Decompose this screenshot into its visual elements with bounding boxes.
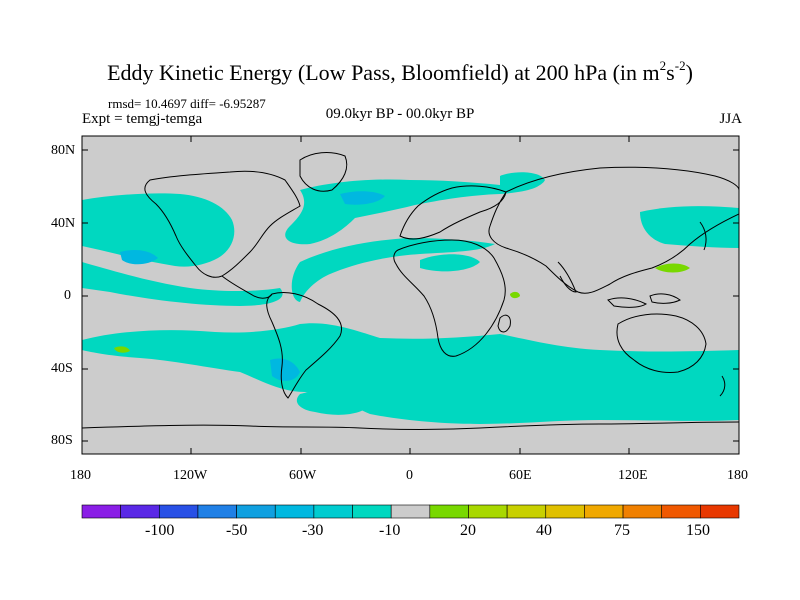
- colorbar-label: -30: [302, 522, 324, 539]
- colorbar-swatch: [81, 504, 121, 519]
- anomaly-region-east-pacific: [82, 262, 283, 306]
- coast-north-america: [144, 170, 301, 278]
- colorbar-swatch: [545, 504, 585, 519]
- axis-ticks: [81, 136, 740, 454]
- lon-tick-label: 180: [70, 468, 91, 483]
- coast-south-america: [266, 291, 342, 399]
- coast-antarctica: [82, 421, 739, 430]
- colorbar-swatch: [661, 504, 701, 519]
- lat-tick-label: 80S: [51, 433, 73, 448]
- lon-tick-label: 0: [406, 468, 413, 483]
- lat-tick-label: 40N: [51, 216, 76, 231]
- anomaly-core-atlantic: [340, 191, 385, 205]
- lon-tick-label: 60W: [289, 468, 317, 483]
- lat-tick-label: 40S: [51, 361, 73, 376]
- anomaly-region-subtropical-atlantic: [291, 238, 495, 302]
- anomaly-core-pacific: [120, 250, 158, 265]
- coast-australia: [616, 313, 707, 373]
- colorbar-swatch: [197, 504, 237, 519]
- lon-tick-label: 180: [727, 468, 748, 483]
- colorbar-label: -10: [379, 522, 401, 539]
- anomaly-region-pacific-east: [640, 206, 739, 248]
- anomaly-region-arctic-patch: [500, 172, 545, 190]
- colorbar-swatch: [120, 504, 160, 519]
- colorbar-swatch: [352, 504, 392, 519]
- lon-tick-label: 120W: [173, 468, 208, 483]
- colorbar: [81, 504, 740, 519]
- lat-tick-label: 80N: [51, 143, 76, 158]
- colorbar-swatch: [584, 504, 624, 519]
- colorbar-swatch: [622, 504, 663, 519]
- colorbar-label: 150: [686, 522, 710, 539]
- coast-greenland: [299, 152, 348, 192]
- coast-madagascar: [497, 314, 511, 333]
- anomaly-field: [82, 172, 739, 424]
- experiment-label: Expt = temgj-temga: [82, 111, 203, 127]
- anomaly-core-south-america: [270, 358, 300, 381]
- lon-tick-label: 60E: [509, 468, 532, 483]
- figure-title: Eddy Kinetic Energy (Low Pass, Bloomfiel…: [107, 58, 693, 85]
- coast-new-zealand: [719, 375, 726, 397]
- colorbar-label: 75: [614, 522, 630, 539]
- colorbar-swatch: [274, 504, 315, 519]
- anomaly-region-north-pacific: [82, 193, 235, 267]
- colorbar-label: -100: [145, 522, 175, 539]
- lat-tick-label: 0: [64, 288, 71, 303]
- anomaly-positive-africa: [510, 291, 520, 299]
- coast-india: [557, 261, 577, 293]
- colorbar-label: 40: [536, 522, 552, 539]
- colorbar-swatch: [468, 504, 508, 519]
- coast-asia: [488, 166, 739, 294]
- anomaly-region-southern-band: [82, 323, 739, 424]
- colorbar-swatch: [700, 504, 740, 519]
- anomaly-region-indian-north: [420, 254, 480, 272]
- colorbar-swatch: [390, 504, 431, 519]
- colorbar-swatch: [236, 504, 276, 519]
- stats-text: rmsd= 10.4697 diff= -6.95287: [108, 96, 266, 111]
- coast-africa: [393, 239, 506, 357]
- colorbar-label: -50: [226, 522, 248, 539]
- anomaly-positive-west-pacific: [655, 263, 690, 273]
- colorbar-label: 20: [460, 522, 476, 539]
- coastlines: [82, 152, 739, 430]
- colorbar-swatch: [313, 504, 353, 519]
- colorbar-swatch: [158, 504, 199, 519]
- coast-indonesia: [607, 293, 681, 308]
- anomaly-region-south-atlantic-patch: [296, 390, 370, 415]
- colorbar-swatch: [429, 504, 469, 519]
- coast-japan: [699, 221, 707, 251]
- lon-tick-label: 120E: [618, 468, 648, 483]
- period-label: 09.0kyr BP - 00.0kyr BP: [325, 106, 475, 122]
- season-label: JJA: [719, 111, 742, 127]
- anomaly-positive-south-pacific: [114, 346, 130, 353]
- colorbar-swatch: [506, 504, 547, 519]
